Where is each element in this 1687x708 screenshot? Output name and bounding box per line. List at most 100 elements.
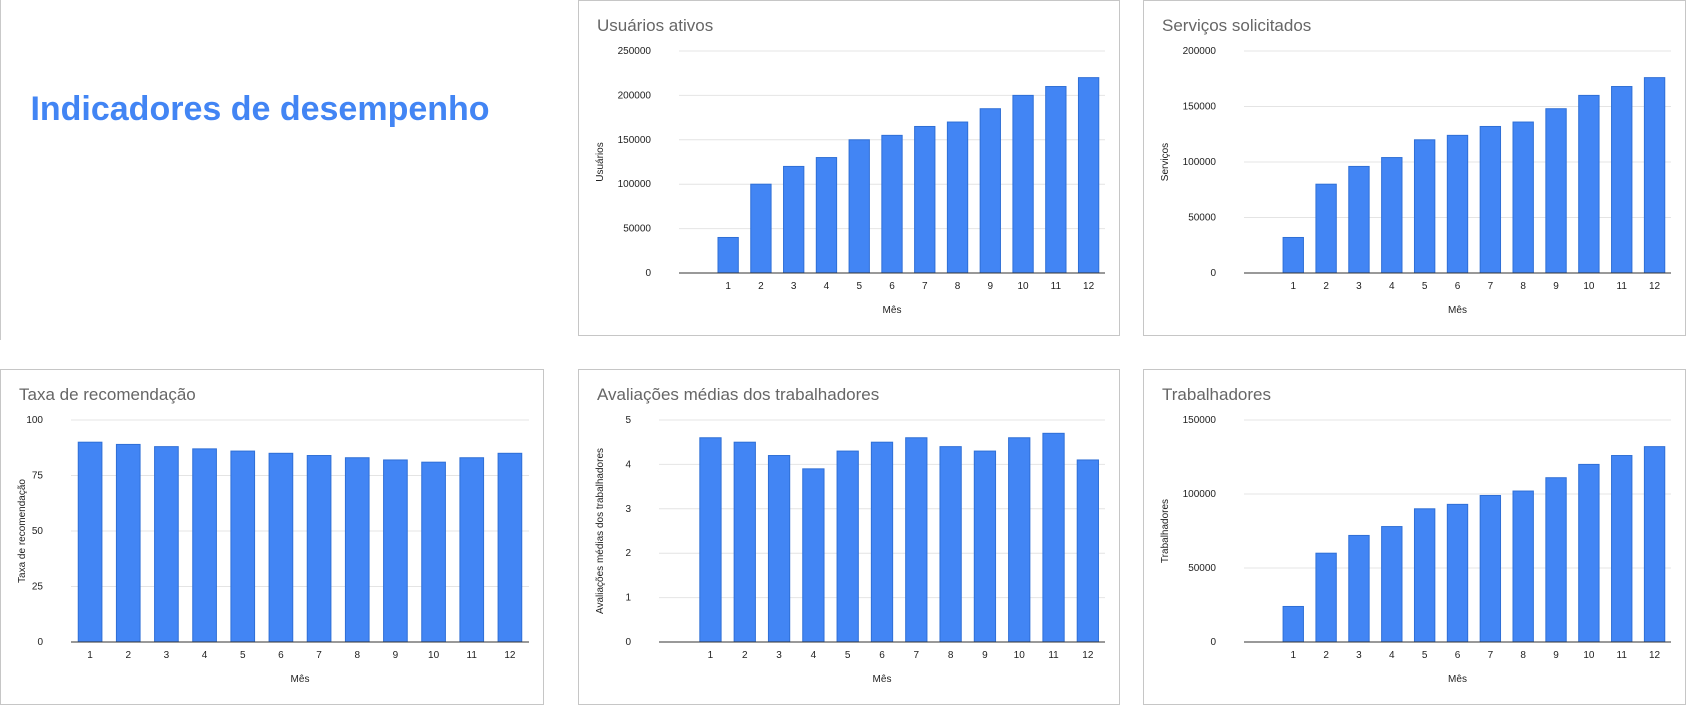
chart-panel-usuarios: Usuários ativos 0 50000 100000 150000 200000 2… — [578, 0, 1120, 336]
x-tick-label: 8 — [354, 650, 360, 661]
chart-svg-usuarios: Usuários ativos 0 50000 100000 150000 200000 2… — [595, 16, 1105, 316]
x-tick-label: 11 — [1048, 650, 1059, 661]
y-tick-label: 100000 — [618, 179, 652, 190]
bar-8 — [344, 457, 370, 643]
bar-9 — [1545, 108, 1567, 274]
y-tick-label: 25 — [32, 582, 44, 593]
bar-3 — [1348, 165, 1370, 274]
bar-11 — [459, 457, 485, 643]
x-tick-label: 11 — [1617, 281, 1628, 292]
x-tick-label: 10 — [1583, 650, 1595, 661]
x-tick-label: 1 — [1290, 650, 1296, 661]
bar-8 — [1512, 490, 1534, 643]
bar-12 — [1643, 446, 1666, 643]
x-tick-label: 2 — [1323, 650, 1329, 661]
y-tick-label: 50 — [32, 526, 44, 537]
x-tick-label: 12 — [1649, 281, 1661, 292]
bar-7 — [1479, 125, 1502, 274]
y-tick-label: 75 — [32, 471, 44, 482]
x-tick-label: 10 — [1014, 650, 1026, 661]
y-tick-label: 3 — [625, 504, 631, 515]
x-tick-label: 12 — [1649, 650, 1661, 661]
bar-4 — [1381, 526, 1403, 643]
bar-4 — [802, 468, 825, 643]
y-axis-label: Serviços — [1160, 143, 1171, 181]
chart-svg-servicos: Serviços solicitados 0 50000 100000 150000 20… — [1160, 16, 1671, 316]
bar-6 — [870, 441, 894, 643]
bar-2 — [115, 443, 141, 643]
bar-4 — [192, 448, 217, 643]
bar-11 — [1042, 432, 1065, 643]
x-tick-label: 8 — [1520, 650, 1526, 661]
x-tick-label: 3 — [164, 650, 170, 661]
bar-1 — [1282, 605, 1304, 643]
y-tick-label: 1 — [625, 593, 631, 604]
x-tick-label: 5 — [240, 650, 246, 661]
y-tick-label: 150000 — [1183, 415, 1217, 426]
x-tick-label: 6 — [1455, 650, 1461, 661]
x-tick-label: 9 — [982, 650, 988, 661]
x-tick-label: 11 — [467, 650, 478, 661]
x-tick-label: 1 — [708, 650, 714, 661]
chart-panel-trabalhadores: Trabalhadores 0 50000 100000 150000 1 2 3 4 5 6 7 8 9… — [1143, 369, 1686, 705]
bar-5 — [230, 450, 256, 643]
bar-6 — [1446, 503, 1469, 643]
bar-1 — [77, 441, 103, 643]
y-tick-label: 50000 — [623, 224, 651, 235]
x-tick-label: 12 — [1083, 281, 1095, 292]
bar-10 — [1008, 437, 1031, 643]
chart-title: Avaliações médias dos trabalhadores — [597, 385, 879, 404]
chart-title: Usuários ativos — [597, 16, 713, 35]
x-tick-label: 5 — [1422, 650, 1428, 661]
y-tick-label: 0 — [1210, 637, 1216, 648]
x-tick-label: 9 — [393, 650, 399, 661]
bar-5 — [836, 450, 859, 643]
bar-11 — [1045, 86, 1067, 274]
bar-3 — [154, 446, 179, 643]
bar-7 — [914, 125, 936, 274]
x-axis-label: Mês — [873, 674, 892, 685]
bar-4 — [1381, 157, 1403, 274]
x-tick-label: 2 — [742, 650, 748, 661]
x-tick-label: 3 — [1356, 650, 1362, 661]
y-tick-label: 250000 — [618, 46, 652, 57]
x-tick-label: 7 — [914, 650, 920, 661]
x-tick-label: 4 — [811, 650, 817, 661]
bar-1 — [699, 437, 722, 643]
x-axis-label: Mês — [883, 305, 902, 316]
bar-12 — [1643, 77, 1666, 274]
x-tick-label: 6 — [889, 281, 895, 292]
x-tick-label: 5 — [845, 650, 851, 661]
x-tick-label: 4 — [202, 650, 208, 661]
x-tick-label: 4 — [1389, 281, 1395, 292]
bar-4 — [815, 157, 838, 274]
x-tick-label: 7 — [1488, 281, 1494, 292]
x-tick-label: 8 — [955, 281, 961, 292]
bar-7 — [1479, 494, 1502, 643]
bar-3 — [767, 455, 791, 643]
y-axis-label: Taxa de recomendação — [17, 479, 28, 583]
y-tick-label: 200000 — [618, 90, 652, 101]
x-tick-label: 7 — [316, 650, 322, 661]
x-tick-label: 8 — [1520, 281, 1526, 292]
bar-6 — [881, 134, 903, 274]
bar-11 — [1611, 86, 1633, 274]
bar-12 — [1077, 77, 1100, 274]
chart-panel-avaliacoes: Avaliações médias dos trabalhadores 0 1 2 3 4… — [578, 369, 1120, 705]
bar-2 — [750, 183, 772, 274]
bar-1 — [1282, 236, 1304, 274]
left-divider — [0, 0, 1, 340]
bar-7 — [306, 455, 332, 643]
x-axis-label: Mês — [1448, 305, 1467, 316]
y-tick-label: 5 — [625, 415, 631, 426]
x-tick-label: 1 — [725, 281, 731, 292]
x-tick-label: 10 — [428, 650, 440, 661]
x-tick-label: 7 — [1488, 650, 1494, 661]
bar-10 — [1012, 94, 1034, 274]
bar-6 — [268, 452, 294, 643]
bar-7 — [905, 437, 928, 643]
bar-5 — [848, 139, 870, 274]
x-tick-label: 9 — [1553, 650, 1559, 661]
